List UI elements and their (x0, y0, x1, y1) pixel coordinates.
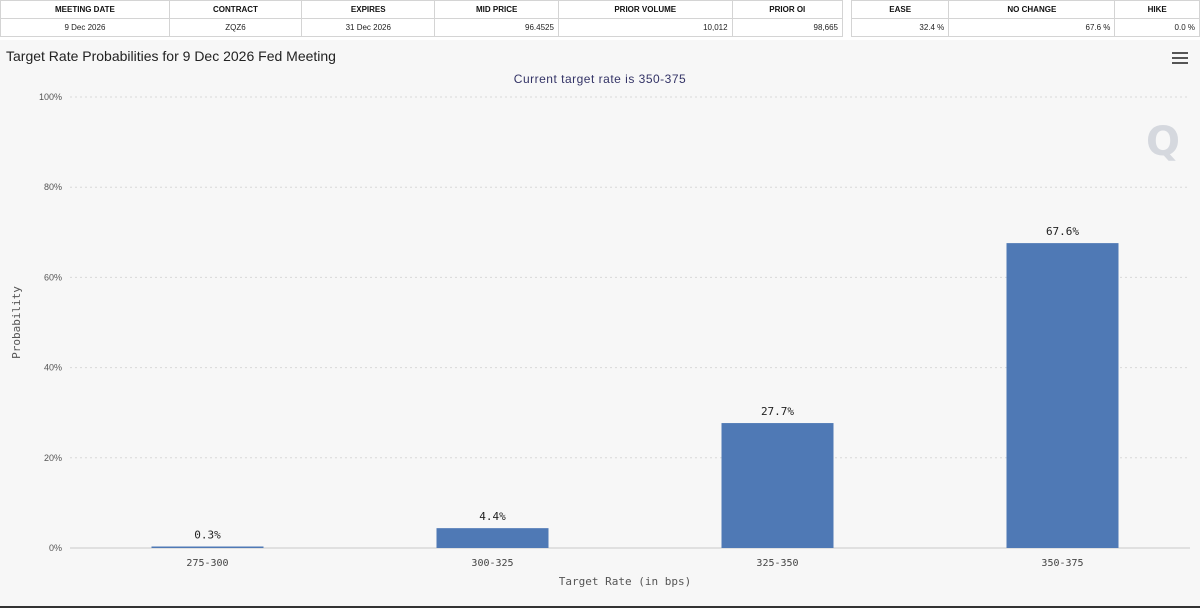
y-axis-title: Probability (10, 286, 23, 359)
header-hike: HIKE (1114, 0, 1200, 19)
header-meeting-date: MEETING DATE (0, 0, 170, 19)
watermark-logo: Q (1146, 119, 1180, 165)
table-header-row: MEETING DATE CONTRACT EXPIRES MID PRICE … (0, 0, 844, 19)
bottom-divider (0, 606, 1200, 608)
hamburger-menu-icon[interactable] (1172, 52, 1188, 66)
cell-expires: 31 Dec 2026 (301, 18, 436, 37)
table-row: 32.4 % 67.6 % 0.0 % (850, 18, 1200, 37)
cell-meeting-date: 9 Dec 2026 (0, 18, 170, 37)
probability-summary-table: EASE NO CHANGE HIKE 32.4 % 67.6 % 0.0 % (850, 0, 1200, 37)
header-expires: EXPIRES (301, 0, 436, 19)
cell-hike: 0.0 % (1114, 18, 1200, 37)
header-contract: CONTRACT (168, 0, 303, 19)
header-ease: EASE (850, 0, 950, 19)
data-label: 27.7% (761, 405, 794, 418)
data-label: 67.6% (1046, 225, 1079, 238)
chart-container: Q 0% 20% 40% 60% 80% 100% 0.3% 275-300 4.4% 300-32… (0, 40, 1200, 606)
y-tick-label: 60% (44, 272, 62, 282)
y-tick-label: 100% (39, 92, 62, 102)
chart-title: Target Rate Probabilities for 9 Dec 2026… (6, 48, 336, 64)
x-tick-label: 350-375 (1041, 558, 1083, 569)
x-tick-label: 275-300 (186, 558, 228, 569)
bar-325-350[interactable] (721, 423, 834, 548)
cell-mid-price: 96.4525 (434, 18, 559, 37)
data-label: 4.4% (479, 510, 506, 523)
header-mid-price: MID PRICE (434, 0, 559, 19)
cell-prior-volume: 10,012 (557, 18, 733, 37)
bar-chart: Q 0% 20% 40% 60% 80% 100% 0.3% 275-300 4.4% 300-32… (10, 92, 1190, 588)
x-axis-title: Target Rate (in bps) (559, 575, 691, 588)
y-tick-label: 80% (44, 182, 62, 192)
cell-contract: ZQZ6 (168, 18, 303, 37)
bar-300-325[interactable] (436, 528, 549, 548)
y-tick-label: 0% (49, 543, 62, 553)
bar-350-375[interactable] (1006, 243, 1119, 548)
cell-no-change: 67.6 % (948, 18, 1116, 37)
contract-info-tables: MEETING DATE CONTRACT EXPIRES MID PRICE … (0, 0, 1200, 40)
contract-summary-table: MEETING DATE CONTRACT EXPIRES MID PRICE … (0, 0, 844, 37)
y-tick-label: 20% (44, 453, 62, 463)
bar-275-300[interactable] (151, 546, 264, 549)
header-prior-oi: PRIOR OI (731, 0, 844, 19)
header-prior-volume: PRIOR VOLUME (557, 0, 733, 19)
header-no-change: NO CHANGE (948, 0, 1116, 19)
x-tick-label: 325-350 (756, 558, 798, 569)
y-tick-label: 40% (44, 363, 62, 373)
table-row: 9 Dec 2026 ZQZ6 31 Dec 2026 96.4525 10,0… (0, 18, 844, 37)
cell-prior-oi: 98,665 (731, 18, 844, 37)
x-tick-label: 300-325 (471, 558, 513, 569)
data-label: 0.3% (194, 529, 221, 542)
table-header-row: EASE NO CHANGE HIKE (850, 0, 1200, 19)
cell-ease: 32.4 % (850, 18, 950, 37)
chart-subtitle: Current target rate is 350-375 (513, 72, 687, 86)
